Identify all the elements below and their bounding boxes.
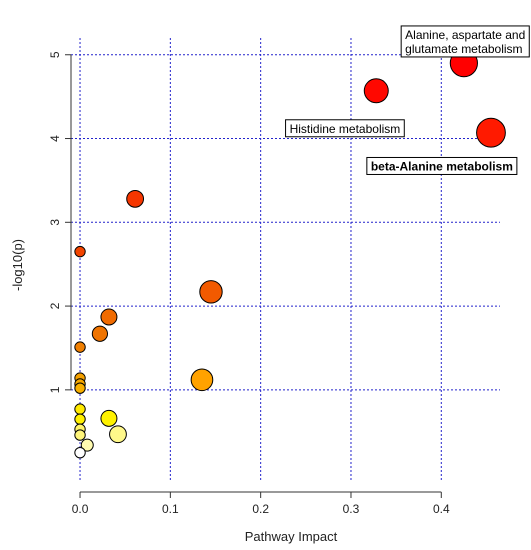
x-tick-label: 0.4 [433,502,450,516]
scatter-point [74,446,86,459]
scatter-point [190,368,214,392]
y-tick-label: 4 [48,135,62,142]
scatter-point [476,117,506,148]
annotation-box [400,25,530,58]
x-tick-label: 0.3 [343,502,360,516]
scatter-point [199,280,223,304]
scatter-point [109,425,127,444]
x-axis-label: Pathway Impact [245,529,338,544]
annotation-box [366,156,518,175]
annotation-box [285,119,405,138]
x-tick-label: 0.2 [252,502,269,516]
scatter-point [91,325,109,342]
scatter-point [74,382,86,394]
data-points [74,49,506,459]
y-axis-label: -log10(p) [10,239,25,291]
scatter-point [74,403,86,415]
annotation-text: beta-Alanine metabolism [371,159,513,173]
pathway-annotation: beta-Alanine metabolism [366,156,518,175]
y-tick-label: 1 [48,386,62,393]
axes: 0.0 0.1 0.2 0.3 0.4 1 2 3 4 5 [48,51,450,516]
annotation-text: glutamate metabolism [405,42,522,56]
y-tick-label: 2 [48,302,62,309]
scatter-point [80,438,94,452]
scatter-point [363,78,389,104]
y-tick-label: 3 [48,219,62,226]
scatter-point [126,189,145,208]
y-tick-label: 5 [48,51,62,58]
scatter-point [74,341,86,353]
scatter-point [100,409,118,427]
x-tick-label: 0.1 [162,502,179,516]
x-tick-label: 0.0 [72,502,89,516]
scatter-point [74,429,86,441]
scatter-point [100,308,118,326]
scatter-point [74,245,86,258]
annotation-text: Alanine, aspartate and [405,28,525,42]
scatter-point [74,413,86,425]
grid-lines [71,38,500,482]
pathway-annotation: Histidine metabolism [285,119,405,138]
annotation-text: Histidine metabolism [290,122,401,136]
